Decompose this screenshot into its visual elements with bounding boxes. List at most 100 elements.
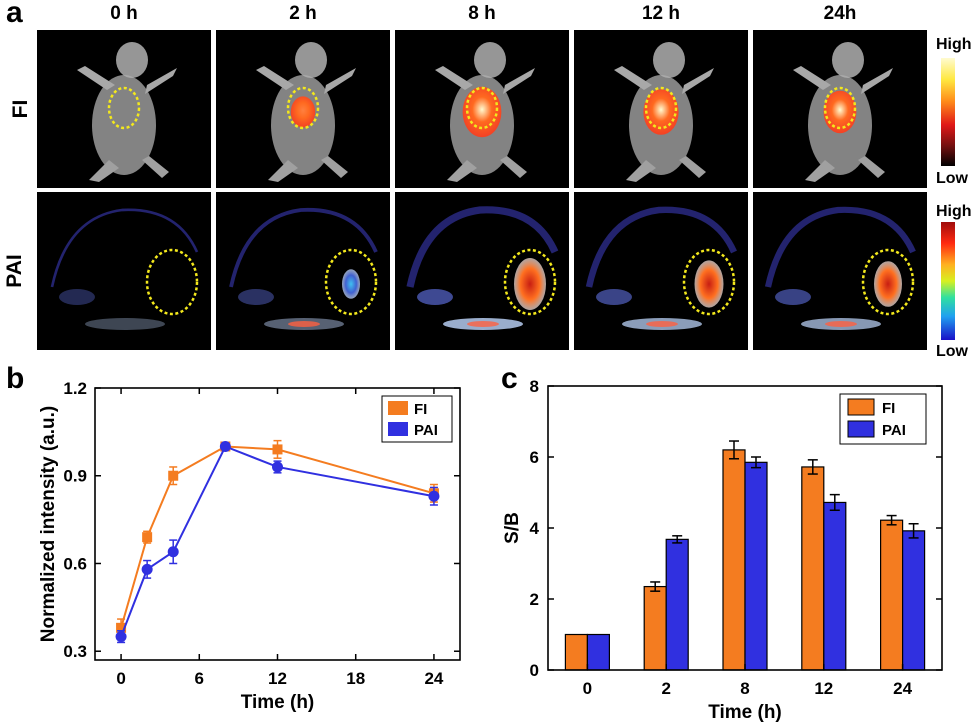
fi-signal xyxy=(290,96,316,128)
pai-colorbar xyxy=(941,222,955,340)
panel-a-letter: a xyxy=(6,0,23,29)
bar xyxy=(801,466,825,671)
roi-ellipse xyxy=(644,86,678,130)
fi-image-cell xyxy=(395,30,569,188)
roi-ellipse xyxy=(324,248,378,316)
pai-signal xyxy=(874,261,902,307)
roi-ellipse xyxy=(823,86,857,130)
data-point xyxy=(167,546,179,558)
x-tick-label: 2 xyxy=(661,679,670,698)
x-tick-label: 0 xyxy=(583,679,592,698)
legend-swatch xyxy=(847,398,875,416)
data-point xyxy=(116,622,127,633)
panel-b-letter: b xyxy=(6,362,25,395)
pai-colorbar-low-label: Low xyxy=(936,343,968,360)
row-label: PAI xyxy=(3,254,26,288)
data-point xyxy=(272,461,283,473)
legend-label: FI xyxy=(414,401,427,418)
y-tick-label: 8 xyxy=(530,377,539,396)
fi-image-cell xyxy=(216,30,390,188)
roi-ellipse xyxy=(503,248,557,316)
pai-background xyxy=(229,207,378,330)
time-label: 12 h xyxy=(641,3,681,24)
y-axis-label: Normalized intensity (a.u.) xyxy=(38,406,59,642)
row-label: FI xyxy=(9,99,32,119)
data-point xyxy=(272,444,283,455)
pai-background xyxy=(406,206,559,330)
legend-label: PAI xyxy=(414,422,438,439)
y-tick-label: 0 xyxy=(530,661,539,680)
roi-ellipse xyxy=(682,248,736,316)
legend-swatch xyxy=(847,420,875,438)
bar xyxy=(902,530,926,671)
x-axis-label: Time (h) xyxy=(708,702,782,723)
data-point xyxy=(428,490,440,502)
x-tick-label: 24 xyxy=(893,679,912,698)
fi-image-cell xyxy=(753,30,927,188)
y-axis-label: S/B xyxy=(502,512,523,544)
data-point xyxy=(219,440,231,452)
legend: FI PAI xyxy=(839,393,927,445)
mouse-silhouette xyxy=(77,42,177,182)
fi-image-cell xyxy=(574,30,748,188)
roi-ellipse xyxy=(861,248,915,316)
roi-ellipse xyxy=(465,86,499,130)
data-point xyxy=(168,470,179,481)
y-tick-label: 0.6 xyxy=(63,554,87,573)
time-label: 0 h xyxy=(110,3,138,24)
time-label: 24h xyxy=(823,3,857,24)
mouse-silhouette xyxy=(256,42,356,182)
y-tick-label: 2 xyxy=(530,590,539,609)
pai-signal xyxy=(342,269,360,299)
y-tick-label: 0.3 xyxy=(63,642,87,661)
bar xyxy=(643,585,667,671)
data-point xyxy=(141,563,153,575)
panel-c-letter: c xyxy=(501,362,518,395)
roi-ellipse xyxy=(107,86,141,130)
fi-image-cell xyxy=(37,30,211,188)
pai-background xyxy=(764,206,916,330)
legend-label: FI xyxy=(882,400,895,417)
fi-signal xyxy=(823,90,857,134)
pai-signal xyxy=(514,258,546,310)
pai-image-cell xyxy=(37,192,211,350)
x-tick-label: 12 xyxy=(814,679,833,698)
bar xyxy=(665,538,689,671)
x-tick-label: 12 xyxy=(268,669,287,688)
pai-image-cell xyxy=(753,192,927,350)
time-label: 8 h xyxy=(468,3,496,24)
x-tick-label: 0 xyxy=(116,669,125,688)
pai-signal xyxy=(694,260,724,308)
pai-background xyxy=(585,206,737,330)
x-tick-label: 18 xyxy=(346,669,365,688)
bar xyxy=(586,633,611,671)
fi-colorbar xyxy=(941,58,955,166)
roi-ellipse xyxy=(286,86,320,130)
pai-background xyxy=(50,208,199,330)
legend-label: PAI xyxy=(882,422,906,439)
bar xyxy=(744,461,768,671)
legend-swatch xyxy=(388,401,408,415)
y-tick-label: 1.2 xyxy=(63,379,87,398)
x-tick-label: 6 xyxy=(195,669,204,688)
fi-colorbar-high-label: High xyxy=(936,36,972,53)
series-line xyxy=(120,445,435,637)
data-point xyxy=(142,532,153,543)
y-tick-label: 4 xyxy=(530,519,540,538)
legend-swatch xyxy=(388,422,408,436)
fi-colorbar-low-label: Low xyxy=(936,170,968,187)
data-point xyxy=(115,631,127,643)
series-line xyxy=(120,445,435,629)
bar xyxy=(823,501,847,671)
x-tick-label: 8 xyxy=(740,679,749,698)
pai-image-cell xyxy=(216,192,390,350)
line-chart: 0.3 0.6 0.9 1.2 0 6 12 18 24 Time (h) Normalized i… xyxy=(38,379,461,713)
pai-image-cell xyxy=(395,192,569,350)
pai-colorbar-high-label: High xyxy=(936,203,972,220)
time-label: 2 h xyxy=(289,3,317,24)
roi-ellipse xyxy=(145,248,199,316)
x-tick-label: 24 xyxy=(424,669,443,688)
bar xyxy=(722,449,746,671)
y-tick-label: 0.9 xyxy=(63,467,87,486)
